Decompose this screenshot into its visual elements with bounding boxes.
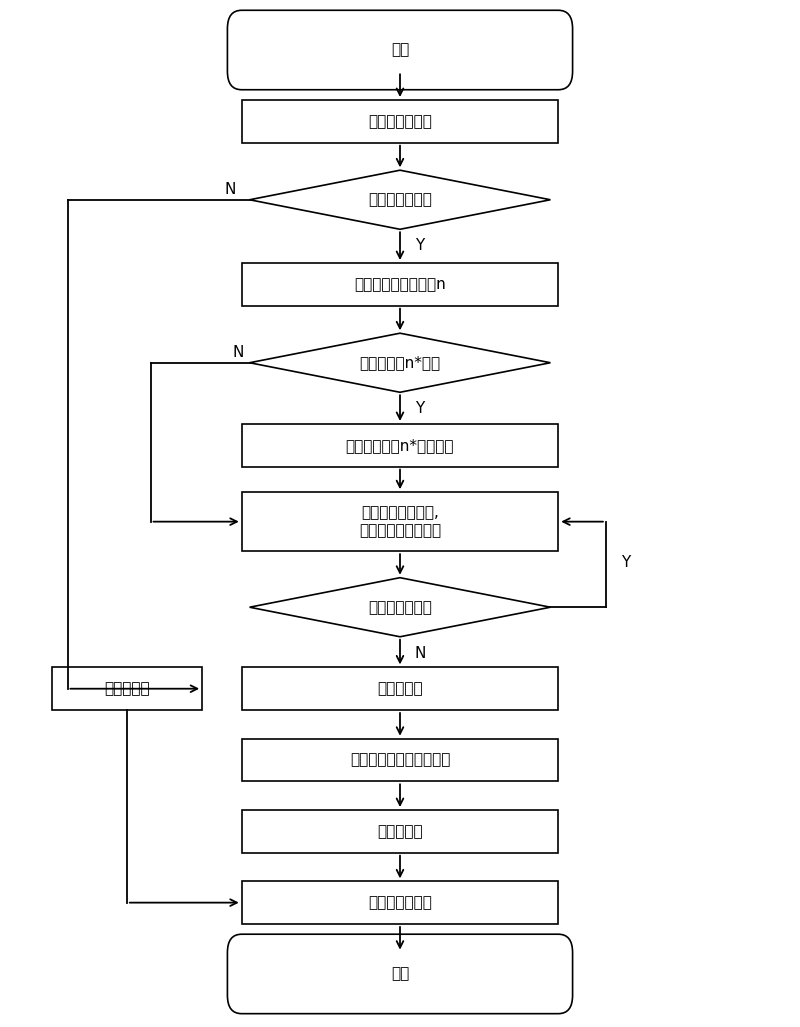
Text: 获取可用的节点数目n: 获取可用的节点数目n [354, 277, 446, 292]
Bar [242, 881, 558, 924]
Text: N: N [414, 646, 426, 660]
Bar [242, 424, 558, 466]
Bar [52, 668, 202, 710]
Bar [242, 668, 558, 710]
FancyBboxPatch shape [227, 935, 573, 1014]
FancyBboxPatch shape [227, 10, 573, 89]
Text: Y: Y [415, 402, 425, 416]
Text: 点集数量＞n*阈值: 点集数量＞n*阈值 [359, 355, 441, 371]
Text: 构建三角网: 构建三角网 [104, 681, 150, 696]
Text: 点集数量＞阈值: 点集数量＞阈值 [368, 600, 432, 615]
Text: 将点集分割至n*阈值以下: 将点集分割至n*阈值以下 [346, 438, 454, 453]
Text: Y: Y [621, 555, 630, 570]
Text: 开始: 开始 [391, 42, 409, 58]
Text: 构建三角网: 构建三角网 [377, 681, 423, 696]
Bar [242, 810, 558, 852]
Bar [242, 100, 558, 143]
Text: N: N [224, 182, 235, 197]
Polygon shape [250, 170, 550, 229]
Text: 合并三角网: 合并三角网 [377, 824, 423, 839]
Text: 接收所有子节点的三角网: 接收所有子节点的三角网 [350, 753, 450, 767]
Text: 点集数量＞阈值: 点集数量＞阈值 [368, 192, 432, 207]
Text: Y: Y [415, 238, 425, 253]
Polygon shape [250, 577, 550, 637]
Text: 绘制显示三角网: 绘制显示三角网 [368, 896, 432, 910]
Text: 输入离散点数据: 输入离散点数据 [368, 114, 432, 128]
Bar [242, 263, 558, 306]
Bar [242, 492, 558, 551]
Text: 将点集分割成两份,
将其中一份分发出去: 将点集分割成两份, 将其中一份分发出去 [359, 505, 441, 538]
Polygon shape [250, 333, 550, 392]
Text: N: N [232, 345, 243, 360]
Text: 结束: 结束 [391, 966, 409, 982]
Bar [242, 738, 558, 782]
